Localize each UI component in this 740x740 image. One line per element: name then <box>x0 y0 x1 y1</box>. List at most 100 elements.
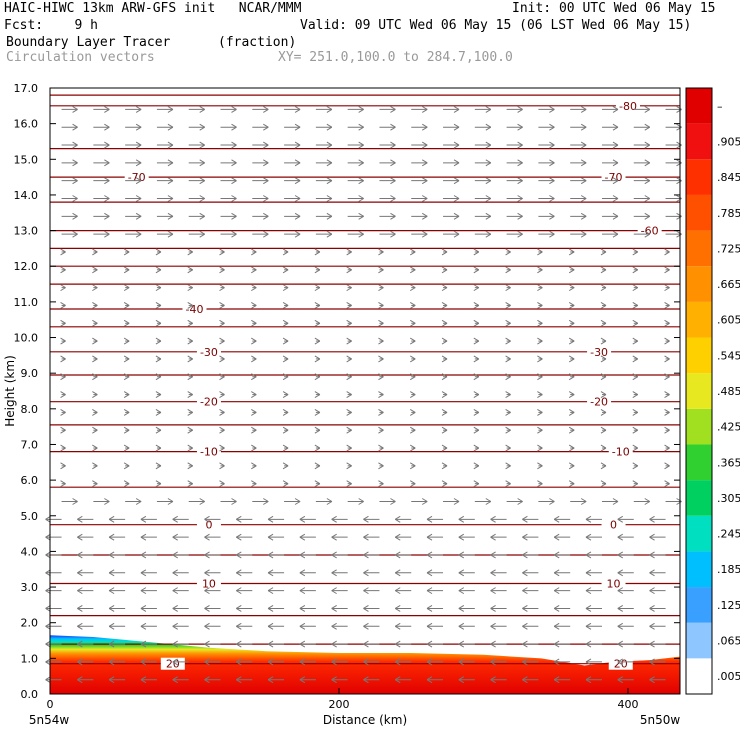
y-tick-label: 16.0 <box>14 118 39 131</box>
vector-arrowhead <box>140 622 147 630</box>
vector-arrowhead <box>505 408 511 416</box>
vector-arrowhead <box>236 515 242 523</box>
vector-arrowhead <box>267 587 274 595</box>
vector-arrowhead <box>135 498 142 505</box>
isotherm-label-bg <box>160 657 185 670</box>
vector-arrowhead <box>378 248 384 256</box>
vector-arrowhead <box>123 337 130 345</box>
vector-arrowhead <box>568 355 575 363</box>
vector-arrowhead <box>458 533 465 541</box>
vector-arrowhead <box>676 123 682 131</box>
vector-arrowhead <box>421 230 428 238</box>
vector-arrowhead <box>632 462 639 470</box>
vector-arrowhead <box>585 533 592 541</box>
vector-arrowhead <box>219 337 225 345</box>
vector-arrowhead <box>199 177 205 185</box>
vector-arrowhead <box>612 195 619 202</box>
vector-arrowhead <box>441 444 448 452</box>
vector-arrowhead <box>676 230 682 238</box>
vector-arrowhead <box>263 230 269 238</box>
vector-arrowhead <box>108 515 115 523</box>
vector-arrowhead <box>568 480 575 488</box>
colorbar-segment <box>686 480 712 516</box>
vector-arrowhead <box>490 640 496 648</box>
vector-arrowhead <box>251 444 257 452</box>
vector-arrowhead <box>123 355 130 363</box>
vector-arrowhead <box>394 622 401 630</box>
colorbar-segment <box>686 337 712 374</box>
isotherm-label: 0 <box>610 519 617 532</box>
vector-arrowhead <box>77 533 83 541</box>
forecast-hour: Fcst: 9 h <box>4 18 98 33</box>
vector-arrowhead <box>299 622 306 630</box>
vector-arrowhead <box>77 676 83 684</box>
colorbar-segment <box>686 301 712 338</box>
vector-arrowhead <box>676 159 682 167</box>
vector-arrowhead <box>441 266 448 274</box>
vector-arrowhead <box>92 426 98 434</box>
vector-arrowhead <box>326 230 333 238</box>
vector-arrowhead <box>326 498 333 505</box>
vector-arrowhead <box>378 302 384 309</box>
vector-arrowhead <box>537 391 543 398</box>
y-tick-label: 14.0 <box>14 189 39 202</box>
vector-arrowhead <box>236 569 242 577</box>
vector-arrowhead <box>199 159 205 167</box>
vector-arrowhead <box>346 266 352 274</box>
vector-arrowhead <box>394 658 401 666</box>
vector-arrowhead <box>236 676 242 684</box>
vector-arrowhead <box>363 676 369 684</box>
vector-arrowhead <box>294 123 301 131</box>
vector-arrowhead <box>314 302 321 309</box>
vector-arrowhead <box>231 159 237 167</box>
vector-arrowhead <box>664 337 670 345</box>
vector-arrowhead <box>77 605 83 612</box>
vector-arrowhead <box>331 515 337 523</box>
colorbar-segment <box>686 123 712 160</box>
vector-arrowhead <box>92 480 98 488</box>
vector-arrowhead <box>282 426 289 434</box>
vector-arrowhead <box>453 159 460 167</box>
vector-arrowhead <box>409 302 416 309</box>
vector-arrowhead <box>155 408 162 416</box>
vector-arrowhead <box>453 177 460 185</box>
vector-arrowhead <box>676 195 682 202</box>
vector-arrowhead <box>522 569 528 577</box>
vector-arrowhead <box>390 177 396 185</box>
vector-arrowhead <box>251 266 257 274</box>
vector-arrowhead <box>522 622 528 630</box>
vector-arrowhead <box>155 355 162 363</box>
vector-arrowhead <box>267 551 274 559</box>
vector-arrowhead <box>294 212 301 220</box>
vector-arrowhead <box>331 622 337 630</box>
vector-arrowhead <box>378 444 384 452</box>
vector-arrowhead <box>155 319 162 327</box>
vector-arrowhead <box>267 640 274 648</box>
vector-arrowhead <box>426 569 433 577</box>
vector-arrowhead <box>568 426 575 434</box>
vector-arrowhead <box>314 248 321 256</box>
vector-arrowhead <box>426 676 433 684</box>
vector-arrowhead <box>123 302 130 309</box>
vector-arrowhead <box>426 622 433 630</box>
vector-arrowhead <box>140 533 147 541</box>
vector-arrowhead <box>167 195 174 202</box>
vector-arrowhead <box>155 462 162 470</box>
y-tick-label: 5.0 <box>21 510 39 523</box>
vector-arrowhead <box>568 391 575 398</box>
vector-arrowhead <box>167 498 174 505</box>
vector-arrowhead <box>140 569 147 577</box>
vector-arrowhead <box>155 391 162 398</box>
vector-arrowhead <box>632 480 639 488</box>
vector-arrowhead <box>632 355 639 363</box>
vector-arrowhead <box>394 551 401 559</box>
vector-arrowhead <box>92 319 98 327</box>
vector-arrowhead <box>140 587 147 595</box>
vector-arrowhead <box>346 248 352 256</box>
vector-arrowhead <box>140 658 147 666</box>
vector-arrowhead <box>251 480 257 488</box>
vector-arrowhead <box>568 462 575 470</box>
vector-arrowhead <box>236 658 242 666</box>
vector-arrowhead <box>409 266 416 274</box>
vector-arrowhead <box>123 248 130 256</box>
